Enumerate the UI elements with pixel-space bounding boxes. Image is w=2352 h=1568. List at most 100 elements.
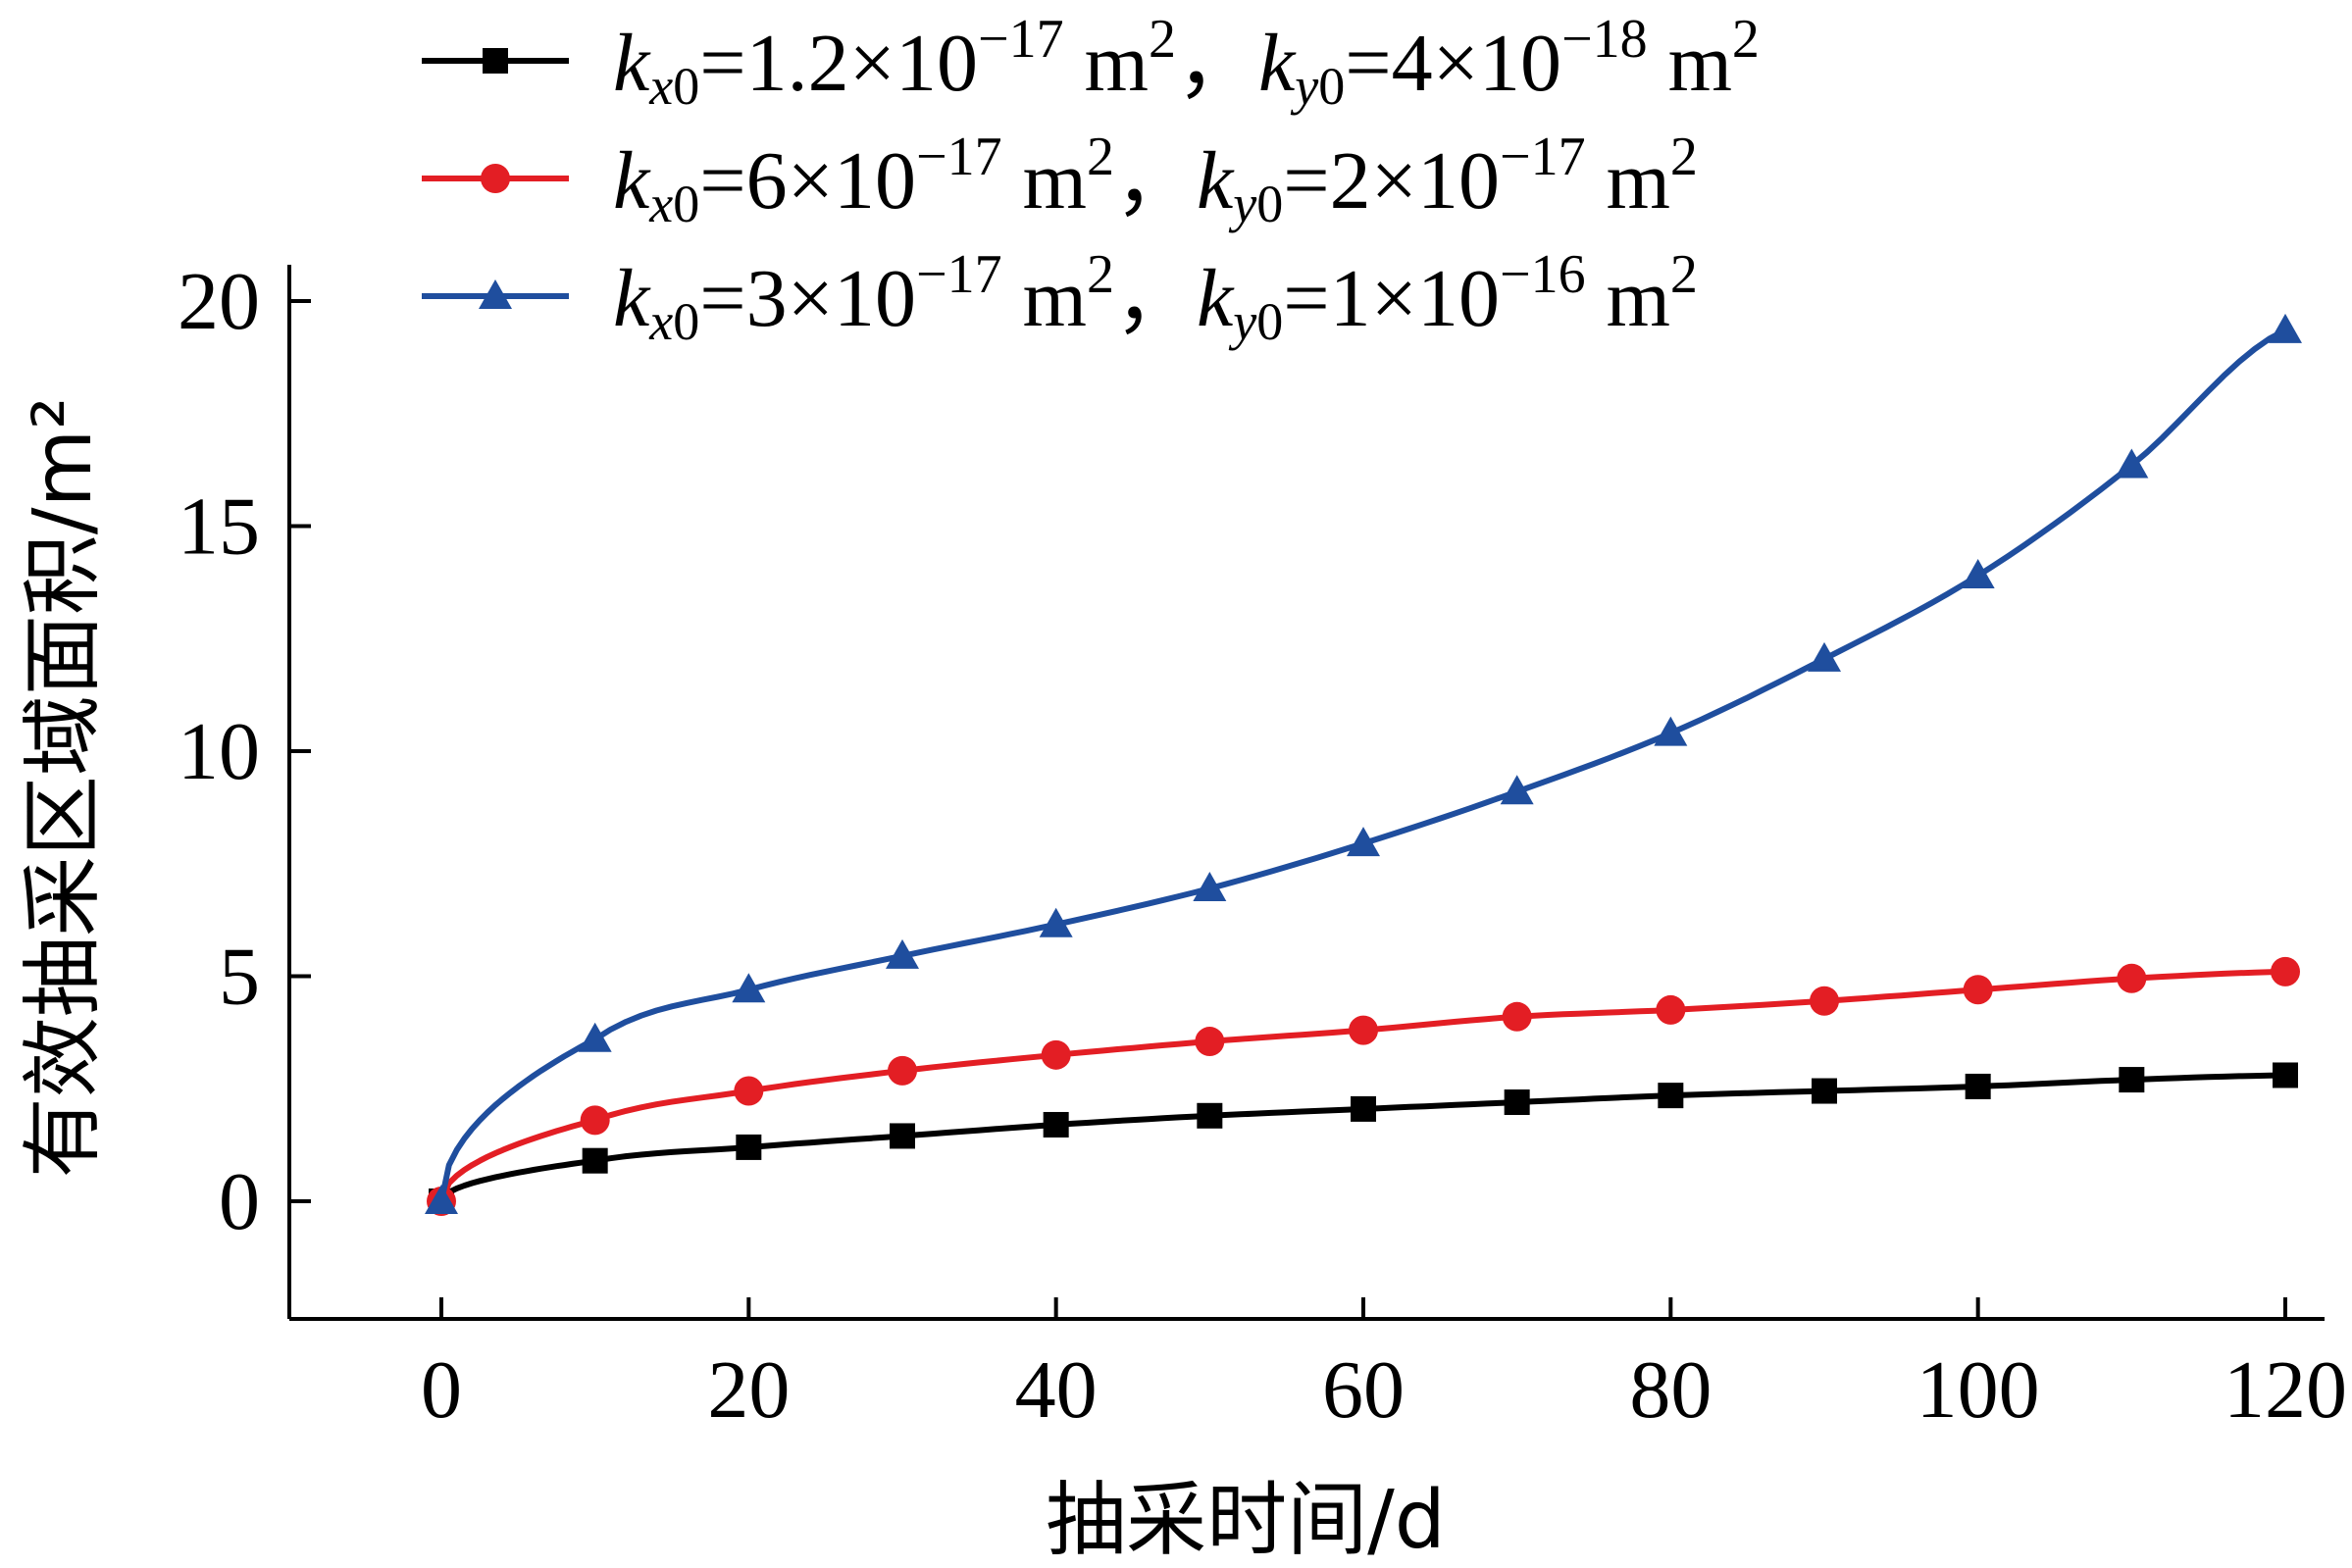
legend-label-part: ，	[1176, 18, 1258, 109]
legend-label-part: k	[613, 253, 651, 344]
legend-label-part: m	[1002, 135, 1087, 227]
legend-label-part: 2	[1670, 126, 1698, 187]
legend-label-part: 0	[673, 175, 699, 233]
x-tick-label: 100	[1917, 1344, 2040, 1436]
legend-label-part: 2	[1732, 9, 1760, 70]
legend-label-part: y	[1228, 292, 1256, 351]
data-point	[1197, 1102, 1223, 1129]
axes: 0 20 40 60 80 100 120 0 5 10 15 20	[178, 256, 2347, 1436]
legend-marker	[479, 279, 512, 309]
data-point	[1043, 1111, 1069, 1138]
legend-entry-1: kx0=1.2×10−17 m2，ky0=4×10−18 m2	[422, 9, 1760, 116]
data-point	[1500, 775, 1534, 805]
series-3	[425, 313, 2302, 1214]
legend-label-part: 2	[1087, 244, 1114, 305]
legend-label-part: =4×10	[1345, 18, 1561, 109]
data-point	[578, 1022, 612, 1052]
legend-label-part: =1.2×10	[699, 18, 978, 109]
legend-label-part: 0	[1318, 57, 1345, 116]
y-tick-label: 0	[219, 1156, 260, 1247]
y-tick-label: 20	[178, 256, 260, 347]
data-point	[1193, 871, 1227, 901]
data-point	[1658, 1083, 1684, 1109]
legend-label-part: −17	[916, 244, 1002, 305]
data-point	[1808, 641, 1841, 672]
data-point	[2115, 448, 2149, 479]
data-point	[886, 938, 919, 969]
data-point	[734, 1076, 764, 1106]
legend-label-part: −16	[1500, 244, 1586, 305]
series-line	[438, 968, 2286, 1203]
legend-label-part: ，	[1114, 253, 1197, 344]
data-point	[1351, 1095, 1376, 1122]
series-line	[438, 1072, 2286, 1203]
y-tick-label: 15	[178, 481, 260, 573]
legend-label-part: −17	[978, 9, 1064, 70]
x-tick-label: 40	[1015, 1344, 1098, 1436]
data-point	[1041, 1039, 1071, 1070]
legend-label-part: 0	[673, 57, 699, 116]
legend-label-part: x	[648, 57, 673, 116]
data-point	[1039, 907, 1073, 937]
legend-marker	[483, 48, 508, 74]
data-point	[2273, 1062, 2298, 1088]
data-point	[1347, 827, 1380, 857]
series-line	[438, 328, 2287, 1202]
legend-label-part: x	[648, 292, 673, 351]
y-tick-label: 5	[219, 932, 260, 1023]
legend-label-part: −17	[1500, 126, 1586, 187]
legend-label-part: −17	[916, 126, 1002, 187]
legend-label-part: ，	[1114, 135, 1197, 227]
data-point	[1349, 1015, 1378, 1045]
data-point	[1812, 1078, 1837, 1104]
legend-label-part: −18	[1561, 9, 1648, 70]
x-tick-label: 80	[1629, 1344, 1712, 1436]
data-point	[1504, 1089, 1530, 1116]
legend-label-part: 0	[673, 292, 699, 351]
series-1	[429, 1062, 2298, 1214]
x-tick-label: 120	[2224, 1344, 2347, 1436]
legend-label-part: k	[613, 135, 651, 227]
legend-label-part: y	[1290, 57, 1318, 116]
legend-entry-3: kx0=3×10−17 m2，ky0=1×10−16 m2	[422, 244, 1698, 351]
data-point	[1195, 1027, 1225, 1057]
data-point	[890, 1123, 915, 1149]
data-point	[2271, 956, 2300, 986]
legend-label-part: 2	[1670, 244, 1698, 305]
legend: kx0=1.2×10−17 m2，ky0=4×10−18 m2kx0=6×10−…	[422, 9, 1760, 351]
legend-label-part: k	[613, 18, 651, 109]
legend-label-part: =6×10	[699, 135, 916, 227]
legend-label-part: k	[1197, 135, 1235, 227]
data-point	[2119, 1067, 2145, 1093]
legend-label: kx0=1.2×10−17 m2，ky0=4×10−18 m2	[613, 9, 1760, 116]
x-tick-label: 60	[1322, 1344, 1405, 1436]
data-point	[736, 1134, 762, 1160]
data-point	[2117, 963, 2147, 993]
legend-marker	[481, 164, 510, 193]
x-tick-label: 0	[421, 1344, 462, 1436]
y-axis-title: 有效抽采区域面积/m²	[17, 397, 110, 1178]
data-point	[582, 1147, 608, 1174]
series-layer	[425, 313, 2302, 1216]
data-point	[580, 1105, 610, 1136]
data-point	[732, 973, 766, 1003]
legend-label-part: k	[1258, 18, 1297, 109]
series-2	[427, 956, 2300, 1216]
legend-label-part: 2	[1087, 126, 1114, 187]
data-point	[1656, 994, 1686, 1025]
data-point	[1654, 716, 1688, 746]
legend-label-part: x	[648, 175, 673, 233]
legend-label-part: k	[1197, 253, 1235, 344]
legend-label-part: m	[1586, 253, 1670, 344]
legend-label: kx0=3×10−17 m2，ky0=1×10−16 m2	[613, 244, 1698, 351]
legend-label-part: =3×10	[699, 253, 916, 344]
data-point	[1961, 558, 1995, 588]
data-point	[888, 1055, 917, 1086]
y-tick-label: 10	[178, 706, 260, 797]
legend-label-part: m	[1064, 18, 1149, 109]
legend-label-part: 0	[1256, 292, 1283, 351]
legend-entry-2: kx0=6×10−17 m2，ky0=2×10−17 m2	[422, 126, 1698, 233]
legend-label-part: m	[1002, 253, 1087, 344]
legend-label-part: 0	[1256, 175, 1283, 233]
